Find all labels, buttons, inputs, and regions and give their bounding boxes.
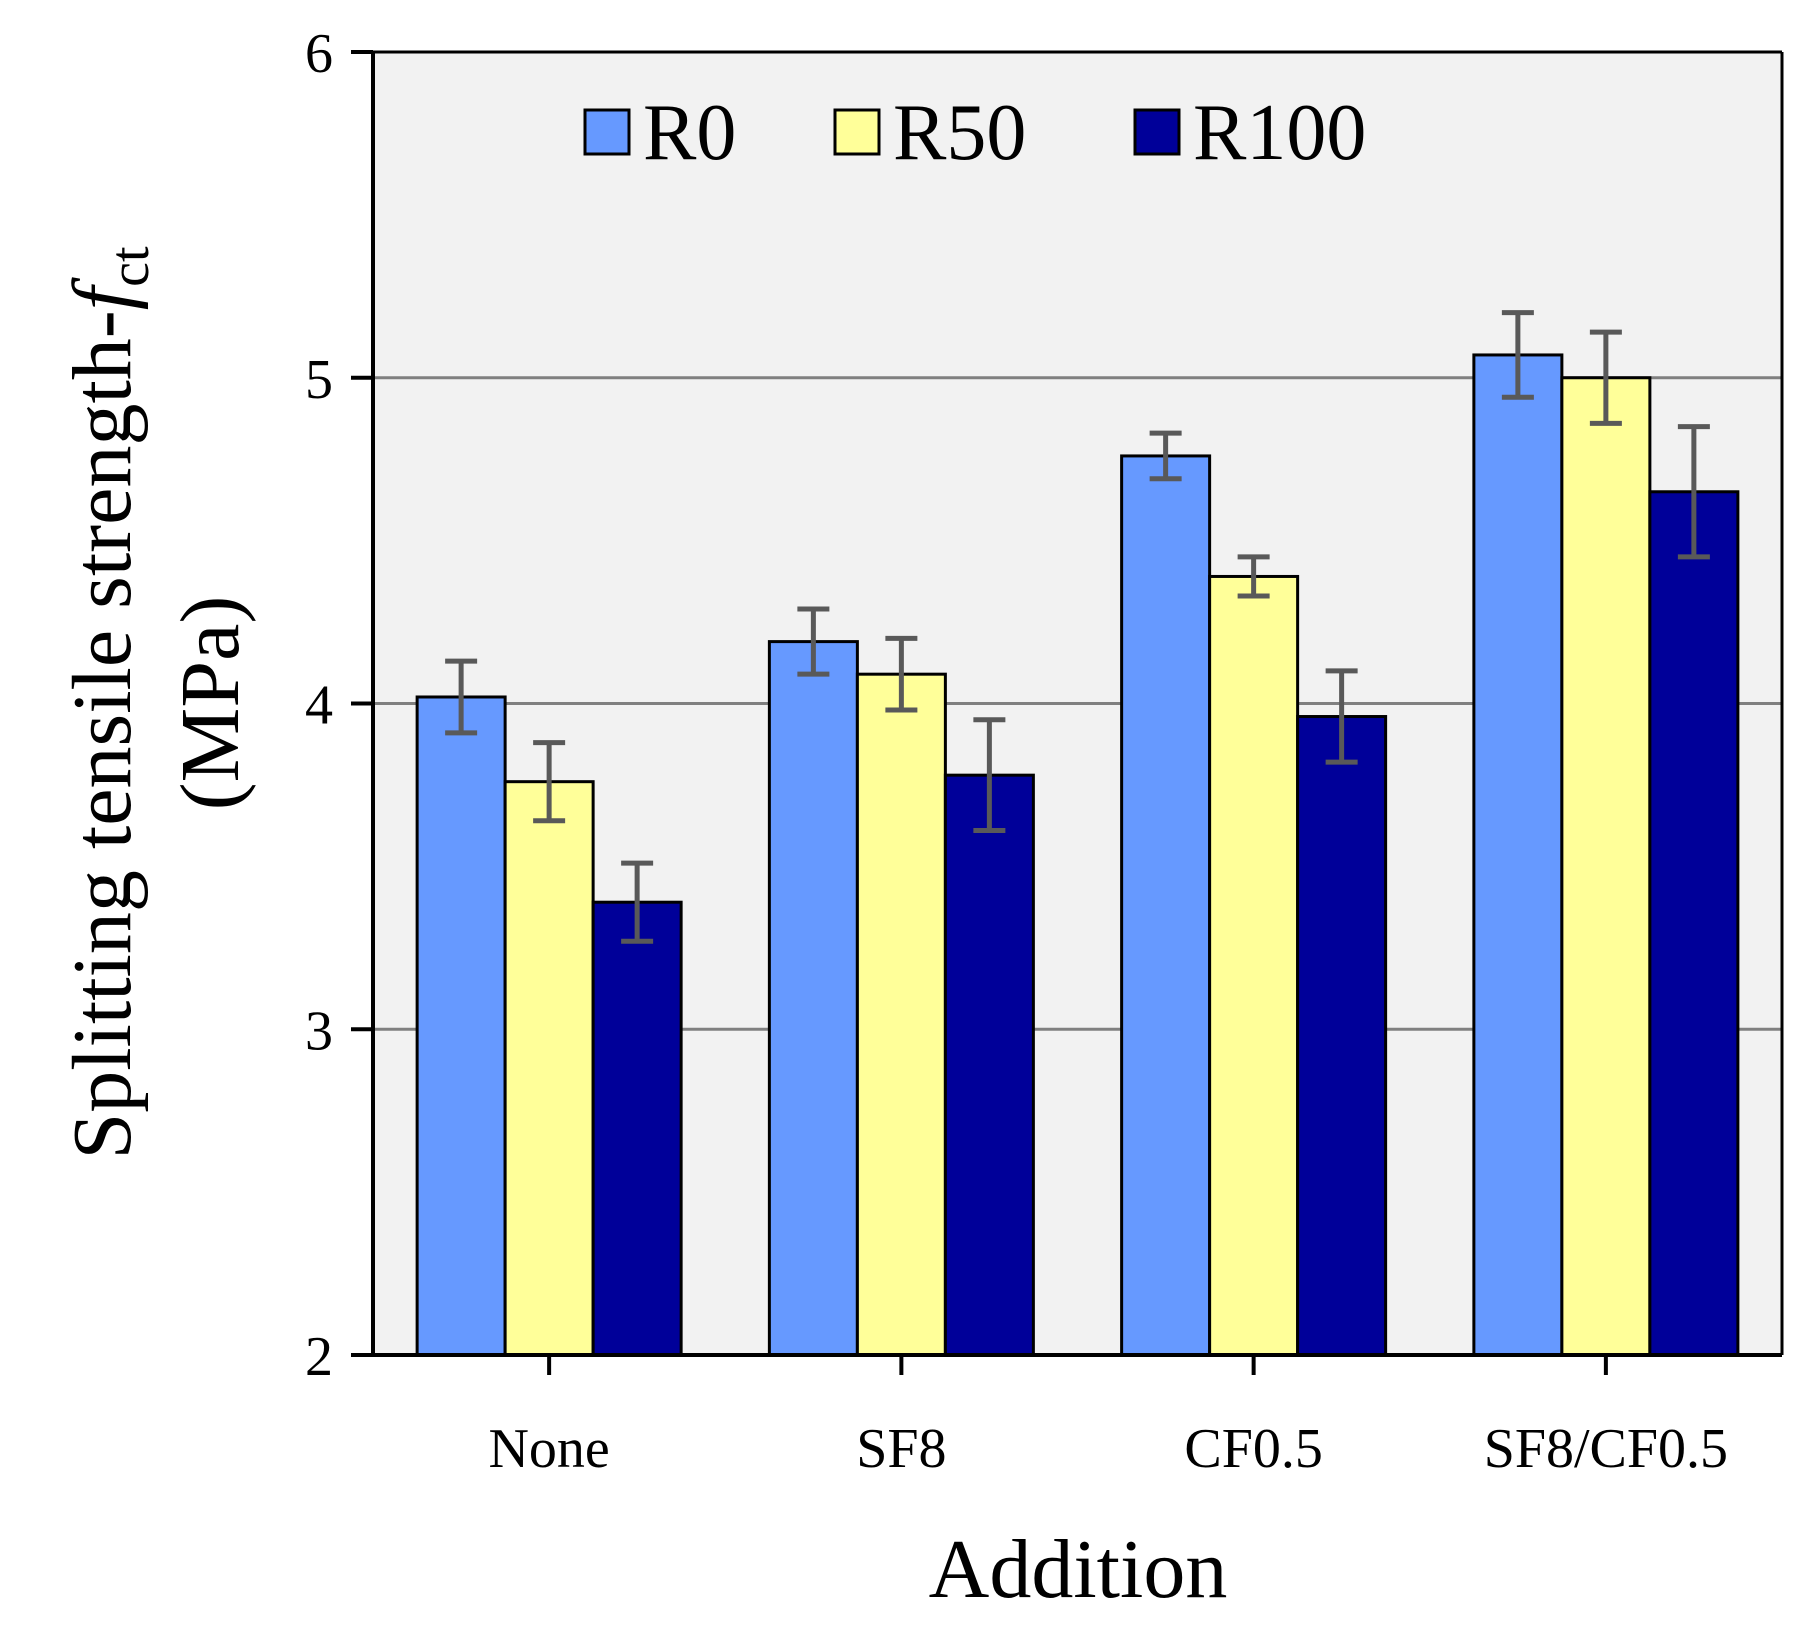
bar-R100-SF8/CF0.5 — [1648, 490, 1740, 1357]
legend-swatch-R100 — [1133, 108, 1181, 156]
bar-R100-SF8 — [943, 773, 1035, 1357]
legend: R0 R50 R100 — [583, 89, 1366, 177]
bar-R100-CF0.5 — [1296, 715, 1388, 1357]
bar-R50-CF0.5 — [1208, 574, 1300, 1357]
y-axis-title-subscript: ct — [99, 246, 161, 287]
bar-R0-SF8 — [767, 640, 859, 1357]
legend-swatch-R50 — [833, 108, 881, 156]
legend-swatch-R0 — [583, 108, 631, 156]
bar-R50-None — [503, 780, 595, 1357]
legend-label-R50: R50 — [893, 89, 1026, 177]
y-tick-label-5: 5 — [305, 349, 333, 411]
bar-R0-SF8/CF0.5 — [1472, 353, 1564, 1357]
bar-R50-SF8 — [855, 672, 947, 1357]
bar-R100-None — [591, 900, 683, 1357]
y-tick-label-2: 2 — [305, 1326, 333, 1388]
x-tick-label-SF8/CF0.5: SF8/CF0.5 — [1484, 1418, 1728, 1480]
axes: 2 3 4 5 6 None SF8 CF0.5 SF8/CF0.5 — [305, 23, 1784, 1480]
x-axis-title: Addition — [929, 1523, 1228, 1616]
bar-R0-None — [415, 695, 507, 1357]
y-axis-title-prefix: Splitting tensile strength- — [56, 310, 149, 1159]
x-tick-label-SF8: SF8 — [856, 1418, 946, 1480]
y-tick-label-4: 4 — [305, 675, 333, 737]
y-tick-label-3: 3 — [305, 1000, 333, 1062]
y-tick-label-6: 6 — [305, 23, 333, 85]
legend-label-R0: R0 — [643, 89, 736, 177]
bar-R0-CF0.5 — [1120, 454, 1212, 1357]
x-tick-label-CF0.5: CF0.5 — [1184, 1418, 1323, 1480]
y-axis-title-line2: (MPa) — [164, 596, 257, 811]
x-tick-label-None: None — [488, 1418, 609, 1480]
y-axis-title-line1: Splitting tensile strength-fct — [56, 246, 161, 1159]
error-bars — [445, 310, 1710, 944]
bar-R50-SF8/CF0.5 — [1560, 376, 1652, 1357]
legend-label-R100: R100 — [1193, 89, 1366, 177]
